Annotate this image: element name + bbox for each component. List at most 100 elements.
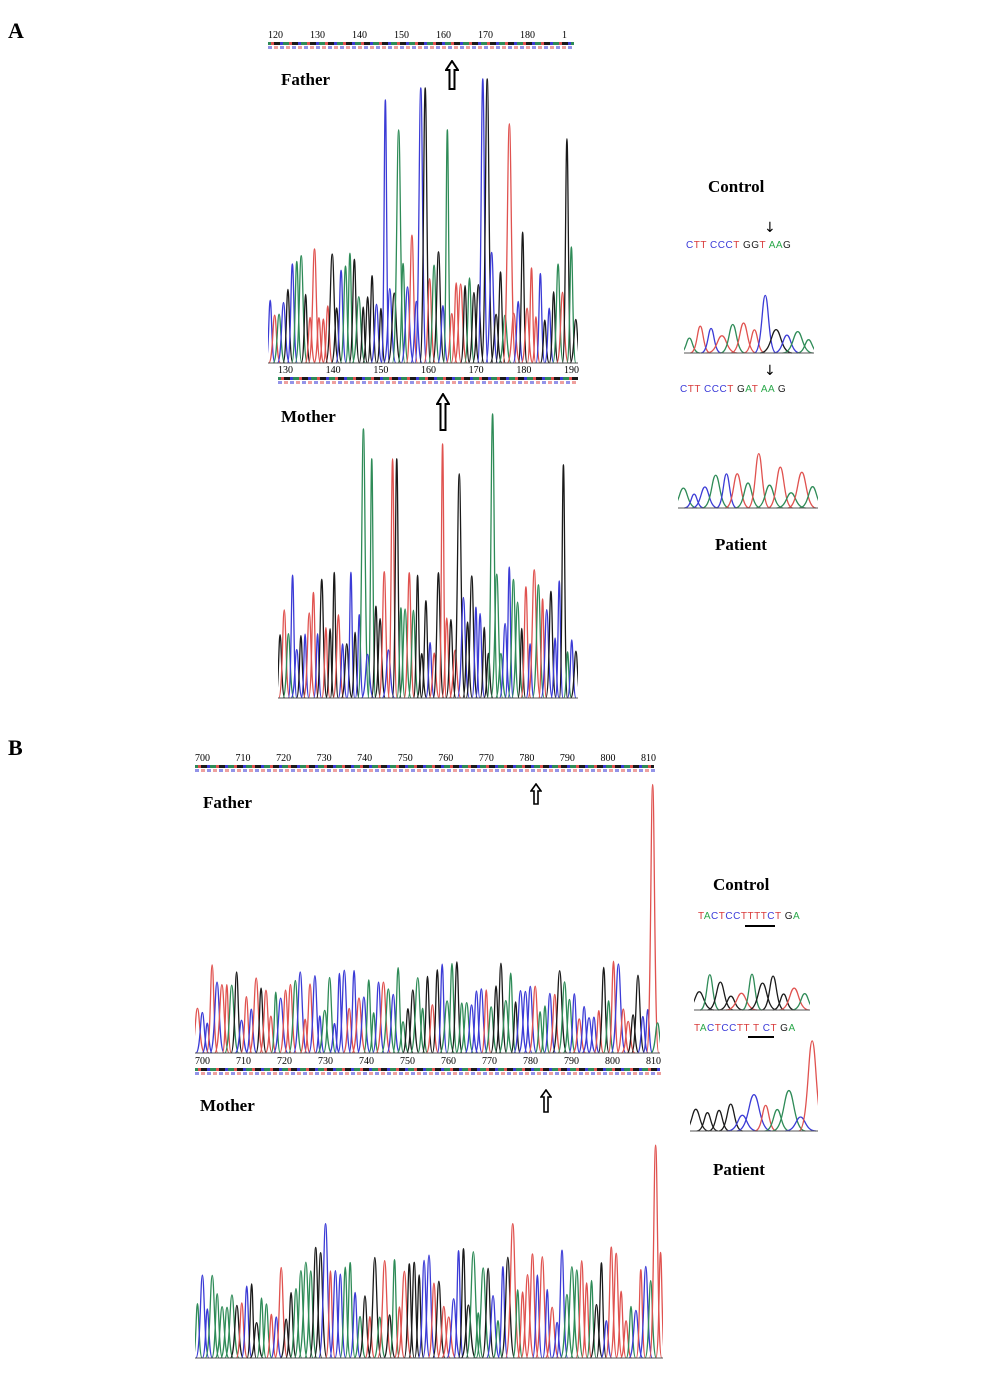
base-letter: A <box>699 1023 708 1034</box>
trace-peak <box>337 643 348 699</box>
trace-peak <box>610 963 627 1054</box>
trace-peak <box>506 312 522 364</box>
base-call-letters <box>195 1072 661 1076</box>
control-chromatogram <box>694 973 810 1011</box>
trace-peak <box>437 305 449 364</box>
trace-peak <box>367 1256 383 1359</box>
base-letter: T <box>687 384 695 395</box>
ruler-tick-label: 150 <box>394 30 409 41</box>
trace-peak <box>787 471 817 509</box>
trace-peak <box>498 622 512 699</box>
trace-peak <box>552 263 564 364</box>
trace-peak <box>432 572 445 699</box>
trace-peak <box>537 598 548 699</box>
patient-chromatogram <box>690 1040 818 1132</box>
trace-peak <box>441 617 453 699</box>
trace-peak <box>270 991 281 1054</box>
trace-peak <box>389 1259 400 1359</box>
trace-peak <box>397 262 409 364</box>
trace-peak <box>417 1007 429 1054</box>
base-call-bar <box>195 765 655 768</box>
base-letter: T <box>693 240 701 251</box>
trace-peak <box>525 1253 540 1359</box>
trace-peak <box>328 1270 342 1359</box>
trace-peak <box>224 1294 240 1359</box>
trace-peak <box>291 260 303 364</box>
trace-peak <box>317 1009 333 1054</box>
ruler-tick-label: 170 <box>478 30 493 41</box>
trace-peak <box>279 989 292 1054</box>
control-chromatogram <box>684 294 814 354</box>
ruler-tick-label: 720 <box>276 753 292 764</box>
base-letter: T <box>760 911 768 922</box>
trace-peak <box>562 998 577 1054</box>
trace-peak <box>718 1103 743 1132</box>
trace-peak <box>376 307 386 364</box>
trace-peak <box>427 1282 441 1359</box>
trace-peak <box>456 596 471 699</box>
trace-peak <box>485 1294 501 1359</box>
trace-peak <box>342 1007 356 1054</box>
trace-peak <box>520 307 534 364</box>
ruler-tick-label: 730 <box>318 1056 333 1067</box>
trace-peak <box>764 1108 791 1132</box>
trace-peak <box>700 327 722 354</box>
trace-peak <box>204 1274 220 1359</box>
trace-peak <box>684 493 705 509</box>
trace-peak <box>195 1007 206 1054</box>
ruler-tick-label: 800 <box>600 753 616 764</box>
deletion-underline <box>745 925 775 927</box>
trace-peak <box>587 1016 600 1054</box>
trace-peak <box>472 1312 484 1359</box>
control-sequence: TACTCCTTTTCT GA <box>698 911 800 922</box>
base-letter: T <box>770 1023 777 1034</box>
trace-peak <box>209 981 225 1054</box>
trace-peak <box>525 643 535 699</box>
trace-peak <box>268 314 282 364</box>
trace-peak <box>249 1322 264 1359</box>
trace-peak <box>293 1270 308 1359</box>
trace-peak <box>620 1020 636 1054</box>
trace-peak <box>367 458 377 699</box>
trace-peak <box>300 633 310 699</box>
base-call-letters <box>278 381 578 385</box>
ruler-tick-label: 700 <box>195 1056 210 1067</box>
trace-peak <box>561 138 573 364</box>
trace-peak <box>628 1309 644 1359</box>
trace-peak <box>517 231 528 364</box>
trace-peak <box>690 1108 709 1132</box>
trace-peak <box>351 997 367 1054</box>
trace-peak <box>274 1266 288 1359</box>
trace-peak <box>353 1315 367 1359</box>
trace-peak <box>307 248 322 364</box>
trace-peak <box>517 627 527 699</box>
trace-peak <box>286 263 299 364</box>
trace-peak <box>357 428 370 699</box>
trace-peak <box>747 452 771 509</box>
trace-peak <box>214 1305 230 1359</box>
trace-peak <box>504 1222 521 1359</box>
control-label: Control <box>708 177 765 196</box>
trace-peak <box>755 484 784 509</box>
trace-peak <box>282 632 295 699</box>
trace-peak <box>619 1320 633 1359</box>
trace-peak <box>393 1306 406 1359</box>
base-letter: T <box>694 384 701 395</box>
trace-peak <box>272 313 286 364</box>
trace-peak <box>551 1321 563 1359</box>
base-letter: T <box>740 911 748 922</box>
base-letter: C <box>717 240 726 251</box>
ruler-tick-label: 750 <box>397 753 413 764</box>
trace-peak <box>465 575 479 699</box>
trace-peak <box>302 612 316 699</box>
base-letter: C <box>721 1023 730 1034</box>
trace-peak <box>684 337 700 354</box>
trace-peak <box>543 992 557 1054</box>
trace-peak <box>339 265 352 364</box>
trace-peak <box>380 99 391 364</box>
trace-peak <box>245 1008 258 1054</box>
base-letter: G <box>733 384 746 395</box>
base-letter: T <box>714 1023 722 1034</box>
trace-peak <box>455 1002 468 1054</box>
deletion-underline <box>748 1036 774 1038</box>
